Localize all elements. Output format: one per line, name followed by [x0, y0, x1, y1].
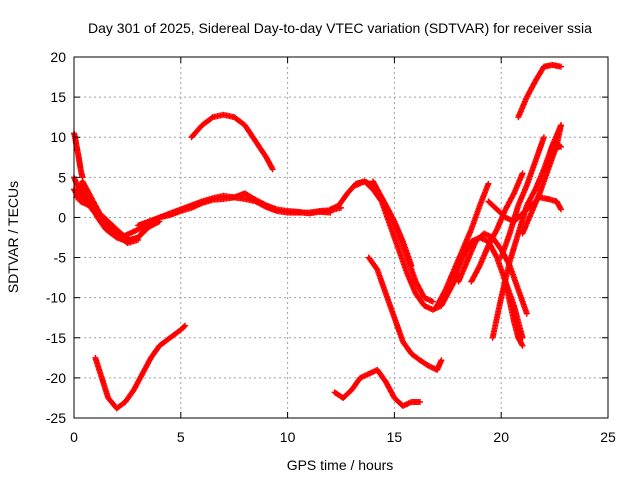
data-point: [269, 166, 276, 173]
data-series-4: [77, 182, 152, 245]
data-point: [181, 323, 188, 330]
data-series-19: [489, 122, 565, 341]
ticks-layer: 0 5 10 15 20 25 -25 -20 -15 -10 -5 0 5 10 15 20: [46, 49, 616, 445]
y-tick-label: 10: [50, 129, 66, 145]
data-series-10: [188, 111, 276, 173]
data-point: [429, 298, 436, 305]
data-point: [208, 115, 215, 122]
data-series-12: [331, 366, 424, 409]
data-point: [519, 170, 526, 177]
x-tick-label: 25: [600, 429, 616, 445]
y-tick-label: -20: [46, 370, 66, 386]
plot-frame: [73, 56, 609, 419]
data-point: [558, 63, 565, 70]
data-layer: [71, 62, 565, 412]
data-point: [558, 206, 565, 213]
data-series-9: [370, 178, 415, 269]
y-tick-label: -25: [46, 410, 66, 426]
data-series-13: [365, 254, 445, 373]
data-series-23: [515, 62, 565, 121]
y-tick-label: -5: [54, 250, 67, 266]
x-tick-label: 5: [177, 429, 185, 445]
y-tick-label: 20: [50, 49, 66, 65]
data-series-21: [519, 122, 565, 237]
data-series-6: [156, 190, 334, 221]
data-point: [417, 398, 424, 405]
x-tick-label: 20: [493, 429, 509, 445]
chart-title: Day 301 of 2025, Sidereal Day-to-day VTE…: [88, 20, 592, 36]
y-tick-label: 5: [58, 169, 66, 185]
data-series-22: [553, 142, 565, 153]
y-tick-label: -10: [46, 290, 66, 306]
x-tick-label: 0: [70, 429, 78, 445]
grid-layer: [74, 57, 608, 418]
data-point: [519, 342, 526, 349]
data-point: [485, 180, 492, 187]
data-series-11: [92, 322, 189, 412]
data-point: [182, 322, 189, 329]
data-series-14: [434, 180, 492, 309]
y-tick-label: 15: [50, 89, 66, 105]
data-point: [558, 122, 565, 129]
data-point: [558, 143, 565, 150]
data-series-20: [498, 134, 547, 261]
data-point: [408, 262, 415, 269]
data-point: [438, 357, 445, 364]
data-point: [523, 310, 530, 317]
y-tick-label: 0: [58, 209, 66, 225]
x-axis-label: GPS time / hours: [287, 457, 394, 473]
y-axis-label: SDTVAR / TECUs: [5, 181, 21, 293]
data-series-18: [468, 170, 526, 285]
x-tick-label: 15: [387, 429, 403, 445]
data-series-24: [502, 278, 526, 349]
data-point: [540, 134, 547, 141]
data-point: [556, 143, 563, 150]
data-series-0: [71, 130, 86, 181]
x-tick-label: 10: [280, 429, 296, 445]
y-tick-label: -15: [46, 330, 66, 346]
